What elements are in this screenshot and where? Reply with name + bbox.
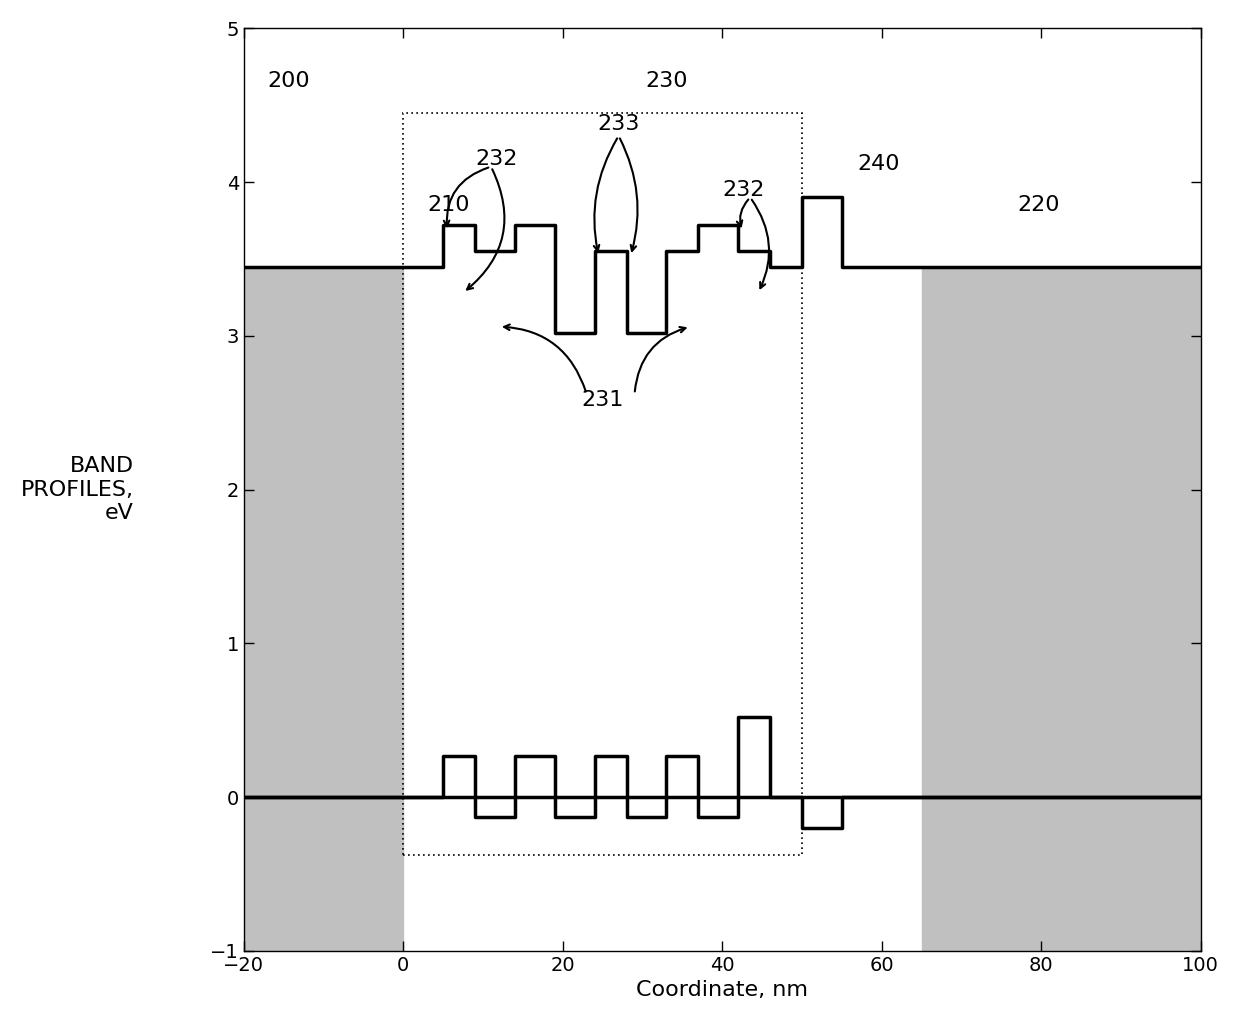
Text: 233: 233 [598, 113, 640, 134]
Bar [403, 113, 802, 856]
Text: 200: 200 [268, 71, 310, 91]
Text: 232: 232 [722, 180, 765, 200]
Text: 231: 231 [582, 390, 624, 410]
X-axis label: Coordinate, nm: Coordinate, nm [636, 980, 808, 1001]
Text: 230: 230 [645, 71, 688, 91]
Text: 232: 232 [475, 149, 517, 169]
Text: 210: 210 [428, 195, 470, 215]
Text: 220: 220 [1017, 195, 1060, 215]
Text: 240: 240 [858, 153, 900, 174]
Y-axis label: BAND
PROFILES,
eV: BAND PROFILES, eV [21, 456, 134, 523]
